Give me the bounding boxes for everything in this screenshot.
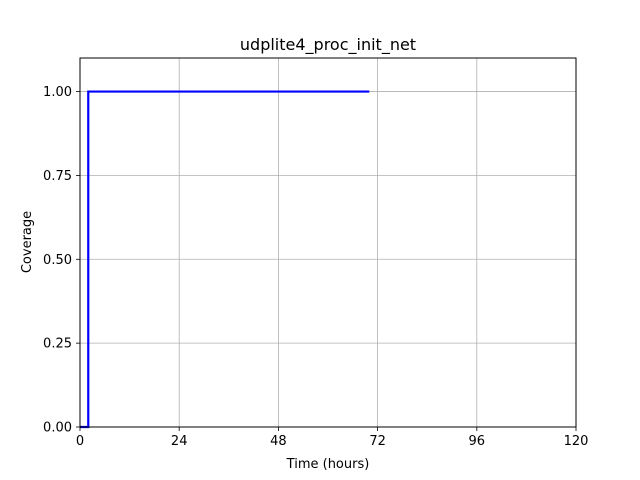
x-tick-label: 0	[76, 434, 84, 449]
y-tick-label: 0.00	[43, 421, 72, 436]
y-axis-ticks: 0.00 0.25 0.50 0.75 1.00	[43, 85, 80, 436]
x-tick-label: 24	[171, 434, 188, 449]
x-tick-label: 72	[369, 434, 386, 449]
chart-title: udplite4_proc_init_net	[240, 35, 416, 55]
y-tick-label: 1.00	[43, 85, 72, 100]
y-axis-label: Coverage	[20, 211, 35, 273]
x-tick-label: 96	[469, 434, 486, 449]
x-tick-label: 120	[564, 434, 589, 449]
y-tick-label: 0.25	[43, 337, 72, 352]
x-axis-ticks: 0 24 48 72 96 120	[76, 427, 589, 449]
y-tick-label: 0.50	[43, 253, 72, 268]
y-tick-label: 0.75	[43, 169, 72, 184]
x-tick-label: 48	[270, 434, 287, 449]
x-axis-label: Time (hours)	[286, 457, 370, 472]
plot-frame	[79, 57, 577, 428]
